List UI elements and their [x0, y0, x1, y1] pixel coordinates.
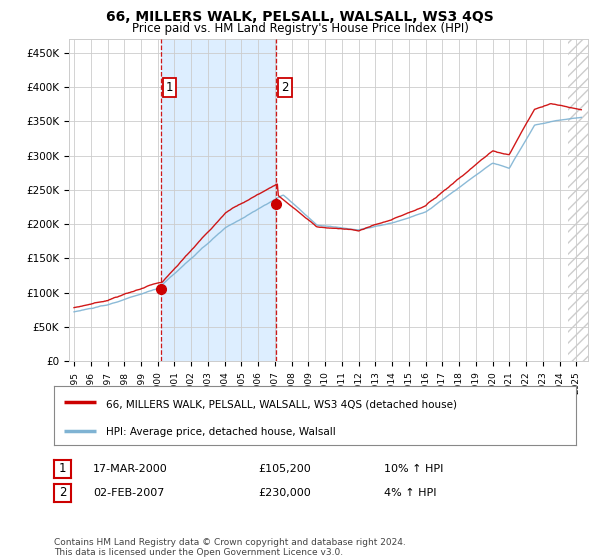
Text: 66, MILLERS WALK, PELSALL, WALSALL, WS3 4QS: 66, MILLERS WALK, PELSALL, WALSALL, WS3 … — [106, 10, 494, 24]
Text: 2: 2 — [281, 81, 289, 94]
Text: 02-FEB-2007: 02-FEB-2007 — [93, 488, 164, 498]
Text: 1: 1 — [59, 462, 66, 475]
Bar — [568, 39, 588, 361]
Text: 2: 2 — [59, 486, 66, 500]
Text: 4% ↑ HPI: 4% ↑ HPI — [384, 488, 437, 498]
Text: 1: 1 — [166, 81, 173, 94]
Bar — [568, 39, 588, 361]
Text: 10% ↑ HPI: 10% ↑ HPI — [384, 464, 443, 474]
Text: HPI: Average price, detached house, Walsall: HPI: Average price, detached house, Wals… — [106, 427, 336, 437]
Text: Price paid vs. HM Land Registry's House Price Index (HPI): Price paid vs. HM Land Registry's House … — [131, 22, 469, 35]
Text: 66, MILLERS WALK, PELSALL, WALSALL, WS3 4QS (detached house): 66, MILLERS WALK, PELSALL, WALSALL, WS3 … — [106, 399, 457, 409]
Bar — [161, 39, 277, 361]
Text: £230,000: £230,000 — [258, 488, 311, 498]
Text: £105,200: £105,200 — [258, 464, 311, 474]
Text: 17-MAR-2000: 17-MAR-2000 — [93, 464, 168, 474]
Text: Contains HM Land Registry data © Crown copyright and database right 2024.
This d: Contains HM Land Registry data © Crown c… — [54, 538, 406, 557]
